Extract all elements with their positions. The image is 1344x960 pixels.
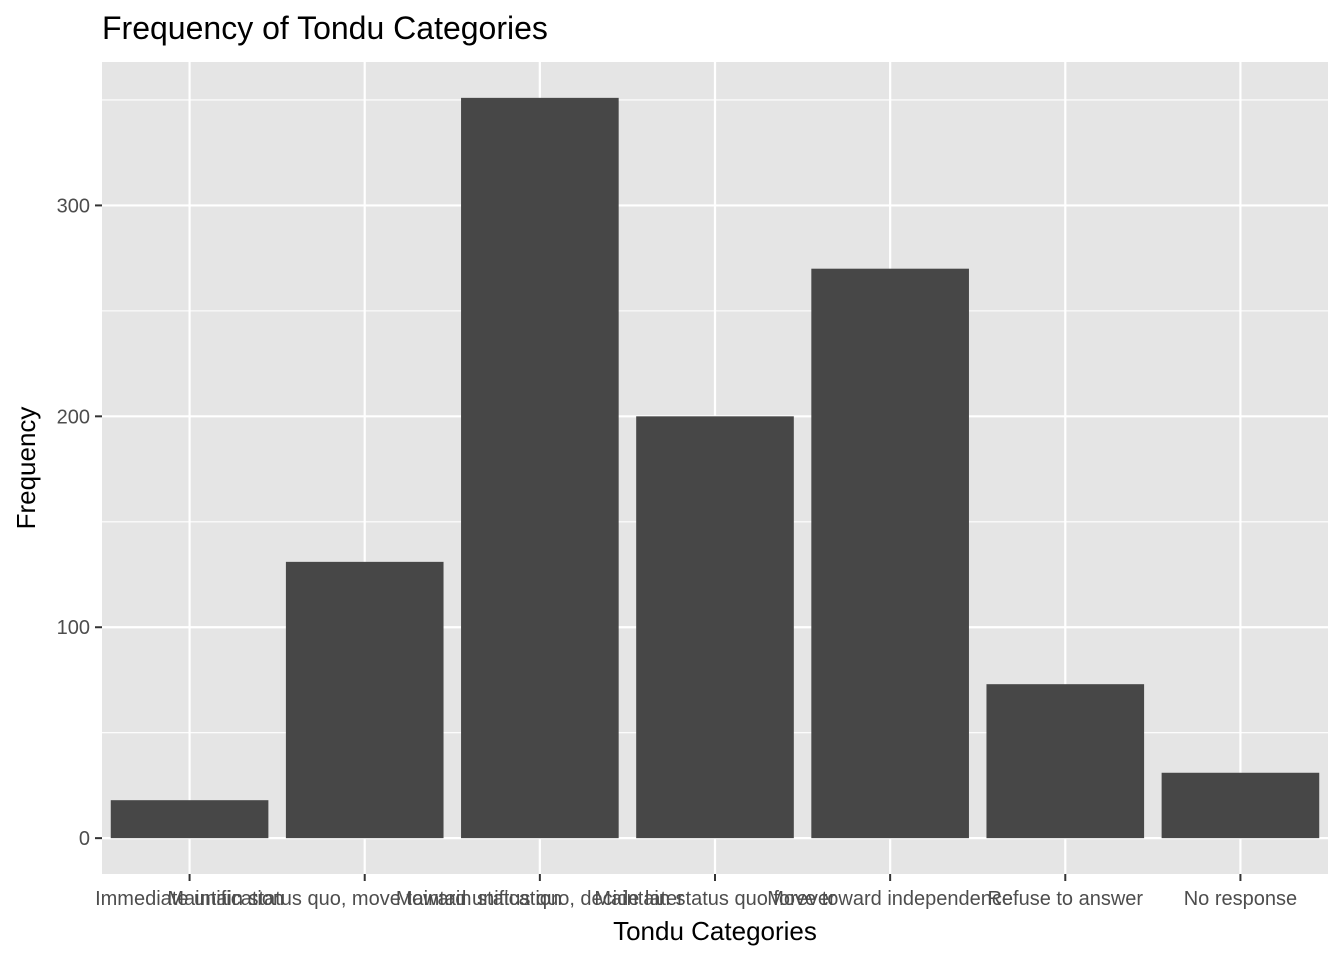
- bar: [1161, 772, 1320, 839]
- x-tick-label: Maintain status quo, decide later: [396, 888, 684, 910]
- bar: [461, 97, 619, 839]
- y-axis: 0 100 200 300: [57, 195, 102, 850]
- y-axis-title: Frequency: [11, 407, 41, 530]
- x-tick-label: Maintain status quo forever: [594, 888, 836, 910]
- x-tick-label: Maintain status quo, move toward unifica…: [167, 888, 562, 910]
- y-tick-label: 0: [79, 828, 90, 850]
- bars: [110, 97, 1320, 839]
- y-tick-label: 300: [57, 195, 90, 217]
- x-axis-title: Tondu Categories: [613, 916, 817, 946]
- x-tick-label: Refuse to answer: [987, 888, 1143, 910]
- x-tick-label: Immediate unification: [95, 888, 284, 910]
- bar: [986, 684, 1145, 839]
- bar: [285, 561, 444, 839]
- y-tick-label: 100: [57, 617, 90, 639]
- y-tick-label: 200: [57, 406, 90, 428]
- bar: [636, 416, 794, 839]
- bar: [110, 800, 269, 839]
- x-tick-label: Move toward independence: [767, 888, 1013, 910]
- bar: [811, 268, 969, 839]
- x-tick-label: No response: [1184, 888, 1297, 910]
- chart-title: Frequency of Tondu Categories: [102, 10, 548, 46]
